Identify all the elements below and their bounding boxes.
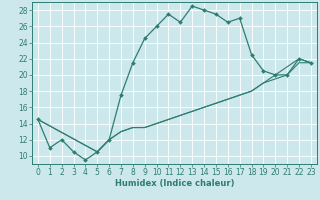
X-axis label: Humidex (Indice chaleur): Humidex (Indice chaleur): [115, 179, 234, 188]
